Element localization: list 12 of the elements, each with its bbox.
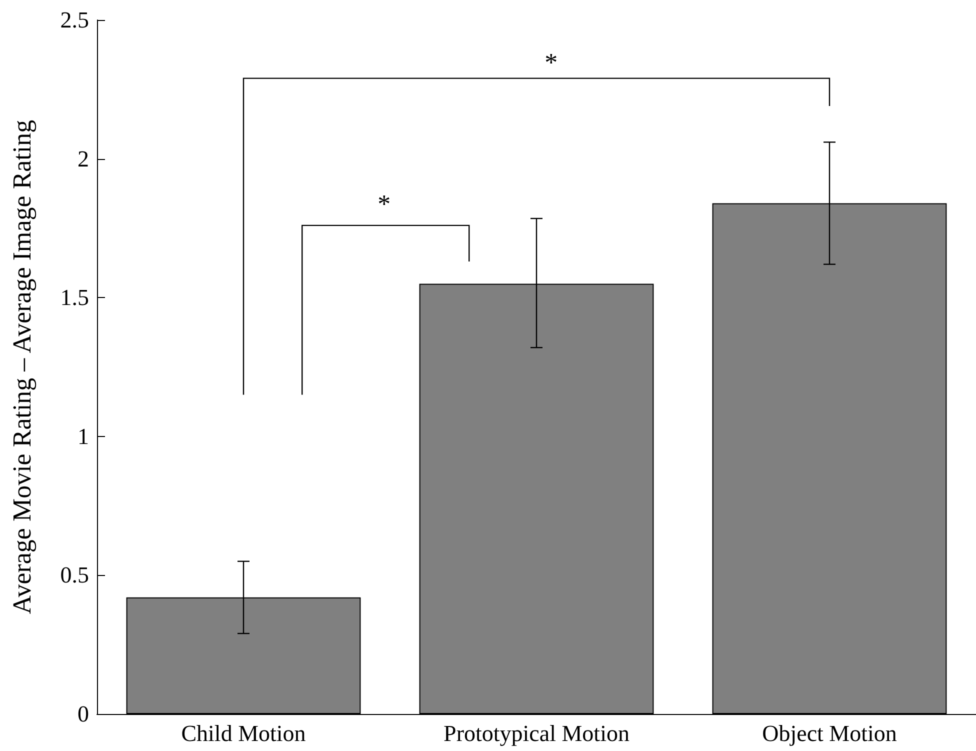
x-tick-label: Object Motion bbox=[762, 721, 898, 746]
y-tick-label: 2.5 bbox=[60, 8, 89, 32]
x-tick-label: Prototypical Motion bbox=[444, 721, 630, 746]
y-axis-title: Average Movie Rating – Average Image Rating bbox=[8, 120, 36, 614]
annotation: * bbox=[378, 189, 391, 218]
y-tick-label: 0.5 bbox=[60, 562, 89, 588]
x-tick-label: Child Motion bbox=[181, 721, 306, 746]
y-tick-label: 2 bbox=[78, 146, 89, 172]
y-tick-label: 1.5 bbox=[60, 285, 89, 310]
y-tick-label: 0 bbox=[78, 702, 89, 726]
y-tick-label: 1 bbox=[78, 424, 89, 449]
annotation: * bbox=[544, 48, 558, 77]
